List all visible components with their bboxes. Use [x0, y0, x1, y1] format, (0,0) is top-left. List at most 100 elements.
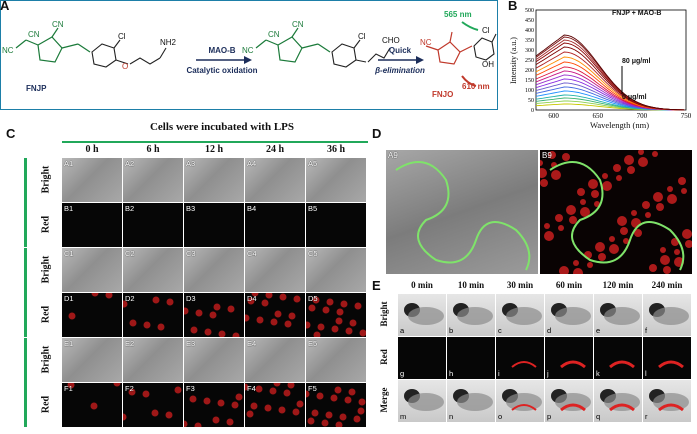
fluorescent-cell	[631, 218, 641, 228]
cell-label: j	[547, 369, 549, 378]
y-tick-label: 500	[525, 8, 534, 14]
fluorescent-cell	[674, 249, 680, 255]
micrograph-cell: A2	[123, 158, 183, 202]
fluorescent-cell	[681, 188, 687, 194]
cell-label: A1	[64, 159, 74, 168]
fluorescent-cell	[595, 242, 605, 252]
zebrafish-cell: b	[447, 294, 495, 336]
row-label: Red	[40, 395, 52, 414]
panel-e-letter: E	[372, 278, 381, 293]
zebrafish-cell: j	[545, 337, 593, 379]
cell-label: C5	[308, 249, 318, 258]
panel-d-letter: D	[372, 126, 382, 141]
micrograph-cell: C5	[306, 248, 366, 292]
zebrafish-cell: l	[643, 337, 691, 379]
fluorescent-cell	[682, 229, 692, 239]
time-header: 10 min	[457, 280, 485, 290]
fluorescent-cell	[631, 210, 637, 216]
time-header: 0 h	[85, 144, 99, 155]
cell-label: f	[645, 326, 648, 335]
time-header: 120 min	[602, 280, 634, 290]
y-tick-label: 0	[531, 108, 534, 114]
y-tick-label: 150	[525, 78, 534, 84]
chart-top-conc: 80 μg/ml	[622, 58, 651, 65]
fluorescent-cell	[685, 240, 692, 248]
micrograph-cell: E2	[123, 338, 183, 382]
micrograph-cell: F1	[62, 383, 122, 427]
fluorescent-cell	[602, 173, 608, 179]
fnjp-cl: Cl	[118, 32, 126, 41]
y-tick-label: 300	[525, 48, 534, 54]
emission-spectra-svg: 600 650 700 750 0 50 100 150 200 250 300 350 400 450 5…	[525, 8, 692, 120]
group-bar	[24, 338, 27, 427]
step2-process: β-elimination	[375, 66, 425, 75]
fnjo-oh: OH	[482, 60, 494, 69]
cell-label: E5	[308, 339, 318, 348]
fluorescent-cell	[594, 201, 600, 207]
chart-bottom-conc: 0 μg/ml	[622, 94, 647, 101]
cell-label: r	[645, 412, 648, 421]
fnjo-cl: Cl	[482, 26, 490, 35]
cell-label: C4	[247, 249, 257, 258]
fnjp-label: FNJP	[26, 84, 47, 93]
fluorescent-cell	[540, 168, 547, 178]
excitation-arrow	[461, 21, 479, 31]
cell-label: q	[596, 412, 601, 421]
step1-enzyme: MAO-B	[208, 46, 236, 55]
micrograph-cell: C4	[245, 248, 305, 292]
cell-label: p	[547, 412, 552, 421]
fluorescent-cell	[660, 255, 670, 265]
group-bar	[24, 248, 27, 337]
fluorescent-cell	[613, 164, 621, 172]
fnjo-phenyl	[473, 33, 497, 61]
fluorescent-cell	[623, 238, 629, 244]
panel-a-scheme: CN CN NC Cl O NH2 FNJP MAO-B Catalytic o…	[0, 0, 498, 110]
micrograph-cell: D5	[306, 293, 366, 337]
bright-roi-outline	[395, 161, 531, 271]
fluorescent-cell	[587, 262, 593, 268]
fluorescent-cell	[580, 199, 586, 205]
cell-label: D4	[247, 294, 257, 303]
fluorescent-cell	[616, 175, 622, 181]
fluorescent-cell	[551, 170, 561, 180]
time-header: 0 min	[411, 280, 433, 290]
intermediate-phenyl	[331, 39, 391, 68]
cell-label: F5	[308, 384, 317, 393]
zebrafish-cell: g	[398, 337, 446, 379]
fluorescent-cell	[652, 151, 658, 157]
zebrafish-cell: n	[447, 380, 495, 422]
cell-label: B4	[247, 204, 257, 213]
fluorescent-cell	[624, 155, 634, 165]
x-tick-label: 600	[548, 112, 559, 120]
zebrafish-cell: i	[496, 337, 544, 379]
y-tick-label: 450	[525, 18, 534, 24]
fnjo-structure	[425, 31, 473, 65]
fnjo-nc: NC	[420, 38, 432, 47]
fluorescent-cell	[548, 151, 556, 159]
panel-d-red-image: B9	[540, 150, 692, 274]
fluorescent-cell	[634, 229, 642, 237]
panel-d-left-label: A9	[388, 151, 398, 160]
micrograph-cell: F3	[184, 383, 244, 427]
micrograph-cell: D4	[245, 293, 305, 337]
fluorescent-cell	[569, 216, 577, 224]
fluorescent-cell	[642, 201, 650, 209]
cell-label: B3	[186, 204, 196, 213]
chart-ylabel: Intensity (a.u.)	[508, 37, 518, 84]
cell-label: d	[547, 326, 552, 335]
fnjp-o: O	[122, 62, 129, 71]
row-label: Red	[40, 305, 52, 324]
micrograph-cell: C3	[184, 248, 244, 292]
spectrum-line	[535, 42, 685, 111]
fluorescent-cell	[558, 225, 564, 231]
time-header: 60 min	[555, 280, 583, 290]
time-header: 24 h	[265, 144, 285, 155]
panel-b-letter: B	[508, 0, 518, 13]
zebrafish-cell: p	[545, 380, 593, 422]
fluorescent-cell	[638, 150, 644, 155]
zebrafish-cell: r	[643, 380, 691, 422]
cell-label: B2	[125, 204, 135, 213]
zebrafish-cell: m	[398, 380, 446, 422]
micrograph-cell: F2	[123, 383, 183, 427]
cell-label: A5	[308, 159, 318, 168]
